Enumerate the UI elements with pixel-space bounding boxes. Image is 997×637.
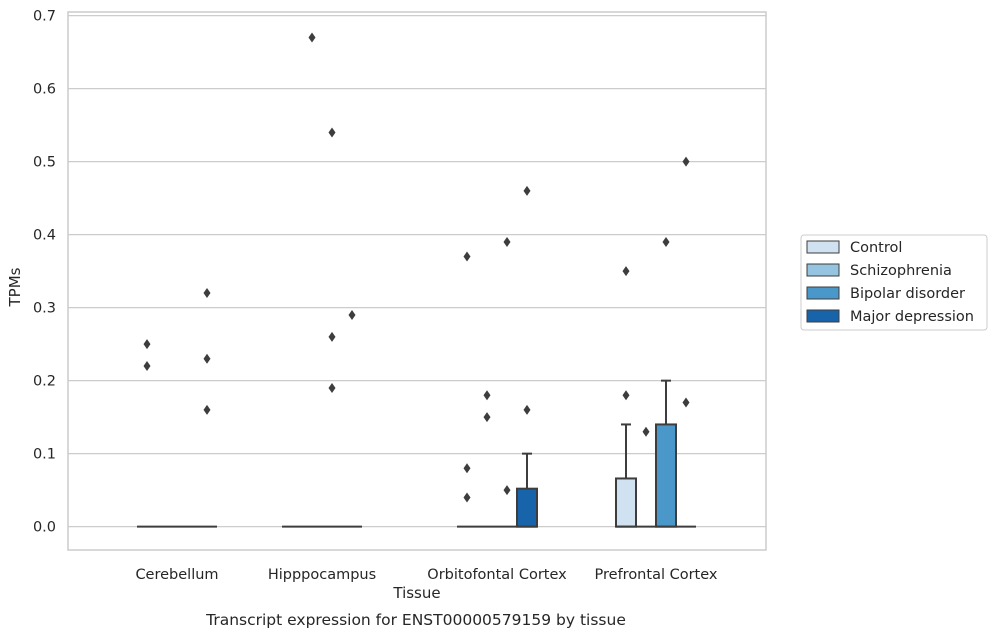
y-tick-label: 0.1 (33, 447, 56, 463)
plot-frame (67, 11, 767, 551)
legend-swatch (806, 286, 840, 300)
legend-swatch (806, 309, 840, 323)
box (615, 477, 637, 528)
x-tick-labels: Cerebellum Hipppocampus Orbitofontal Corte… (135, 567, 717, 583)
legend-label: Control (850, 240, 902, 256)
y-tick-label: 0.3 (33, 301, 56, 317)
outlier-point (328, 127, 336, 138)
grid-lines (68, 15, 766, 528)
legend-frame (800, 234, 988, 331)
legend-swatch (806, 263, 840, 277)
outlier-point (203, 404, 211, 415)
y-tick-label: 0.0 (33, 520, 56, 536)
y-tick-label: 0.4 (33, 228, 56, 244)
outlier-point (143, 339, 151, 350)
outlier-point (463, 463, 471, 474)
outlier-point (483, 390, 491, 401)
outlier-point (523, 404, 531, 415)
x-tick-label: Orbitofontal Cortex (427, 567, 567, 583)
outlier-point (348, 309, 356, 320)
box-group (516, 452, 538, 528)
y-tick-label: 0.2 (33, 374, 56, 390)
outlier-point (463, 492, 471, 503)
outlier-point (622, 266, 630, 277)
y-tick-label: 0.6 (33, 82, 56, 98)
chart-caption: Transcript expression for ENST0000057915… (205, 611, 626, 629)
legend-label: Major depression (850, 309, 974, 325)
x-tick-label: Cerebellum (135, 567, 218, 583)
outlier-point (642, 426, 650, 437)
x-axis-title: Tissue (392, 584, 440, 602)
x-tick-label: Hipppocampus (268, 567, 376, 583)
outlier-point (463, 251, 471, 262)
legend-label: Bipolar disorder (850, 286, 965, 302)
box-group (655, 379, 677, 528)
y-axis-title: TPMs (6, 267, 24, 307)
outlier-point (682, 397, 690, 408)
outlier-point (483, 412, 491, 423)
outlier-point (503, 485, 511, 496)
box (516, 487, 538, 528)
outlier-point (203, 288, 211, 299)
outlier-point (682, 156, 690, 167)
legend-swatch (806, 240, 840, 254)
boxes (137, 379, 696, 528)
outlier-point (203, 353, 211, 364)
box-group (615, 423, 637, 528)
y-tick-labels: 0.0 0.1 0.2 0.3 0.4 0.5 0.6 0.7 (33, 9, 56, 536)
outlier-point (503, 236, 511, 247)
legend-label: Schizophrenia (850, 263, 952, 279)
outlier-point (523, 185, 531, 196)
box (655, 423, 677, 528)
outlier-point (662, 236, 670, 247)
legend: Control Schizophrenia Bipolar disorder Majo… (800, 234, 988, 331)
y-tick-label: 0.5 (33, 155, 56, 171)
y-tick-label: 0.7 (33, 9, 56, 25)
outlier-point (622, 390, 630, 401)
outlier-point (308, 32, 316, 43)
outlier-points (143, 32, 690, 503)
outlier-point (143, 361, 151, 372)
outlier-point (328, 382, 336, 393)
x-tick-label: Prefrontal Cortex (595, 567, 718, 583)
outlier-point (328, 331, 336, 342)
